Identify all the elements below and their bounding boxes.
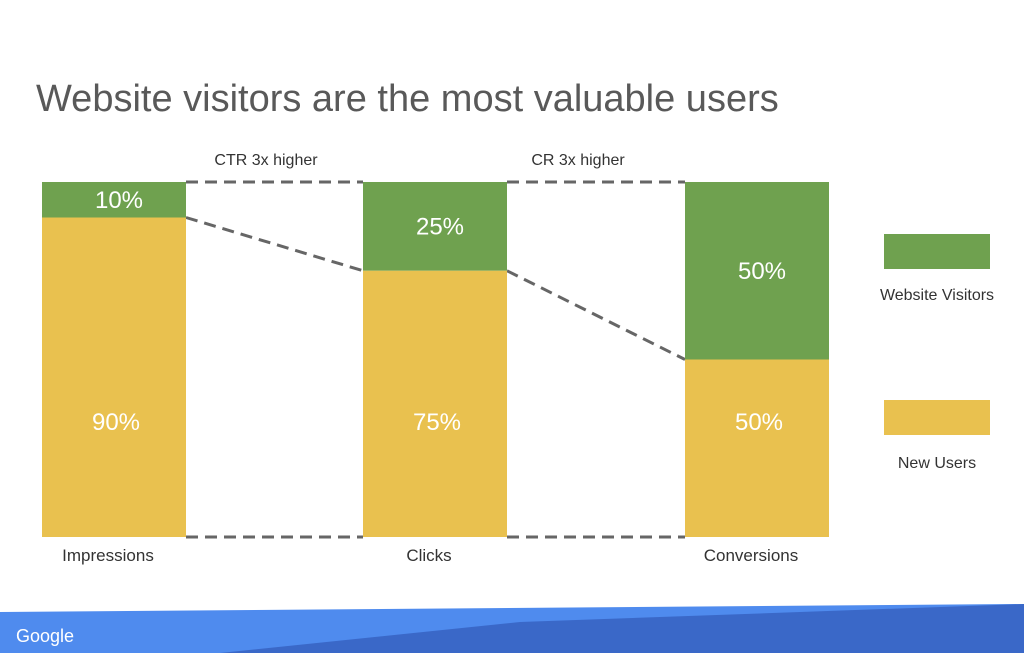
- legend-label-new-users: New Users: [898, 455, 976, 472]
- chart-title: Website visitors are the most valuable u…: [36, 78, 779, 120]
- data-label-new-users-impressions: 90%: [92, 409, 140, 436]
- legend-label-website-visitors: Website Visitors: [880, 287, 994, 304]
- data-label-website-visitors-clicks: 25%: [416, 213, 464, 240]
- annotation-1: CR 3x higher: [531, 152, 625, 169]
- data-label-new-users-conversions: 50%: [735, 409, 783, 436]
- connector-mid-1: [506, 269, 686, 361]
- bar-new-users-clicks: [363, 270, 507, 537]
- footer-band: Google: [0, 604, 1024, 653]
- bar-group: [42, 182, 829, 537]
- data-label-new-users-clicks: 75%: [413, 409, 461, 436]
- data-label-website-visitors-conversions: 50%: [738, 258, 786, 285]
- bar-website-visitors-clicks: [363, 182, 507, 271]
- connector-mid-0: [185, 216, 364, 273]
- bar-website-visitors-conversions: [685, 182, 829, 360]
- category-label-conversions: Conversions: [704, 546, 799, 565]
- bar-website-visitors-impressions: [42, 182, 186, 218]
- legend-swatch-website-visitors: [884, 234, 990, 269]
- annotation-0: CTR 3x higher: [214, 152, 318, 169]
- google-logo: Google: [16, 626, 74, 646]
- category-label-clicks: Clicks: [406, 546, 451, 565]
- footer-band-front: [220, 604, 1024, 653]
- category-labels: Impressions Clicks Conversions: [62, 546, 798, 565]
- annotations: CTR 3x higher CR 3x higher: [214, 152, 625, 169]
- legend-swatch-new-users: [884, 400, 990, 435]
- segment-labels: 10% 90% 25% 75% 50% 50%: [92, 187, 786, 436]
- bar-new-users-impressions: [42, 217, 186, 537]
- category-label-impressions: Impressions: [62, 546, 154, 565]
- data-label-website-visitors-impressions: 10%: [95, 187, 143, 214]
- connector-lines: [185, 180, 686, 539]
- legend: Website Visitors New Users: [880, 234, 994, 472]
- bar-new-users-conversions: [685, 359, 829, 537]
